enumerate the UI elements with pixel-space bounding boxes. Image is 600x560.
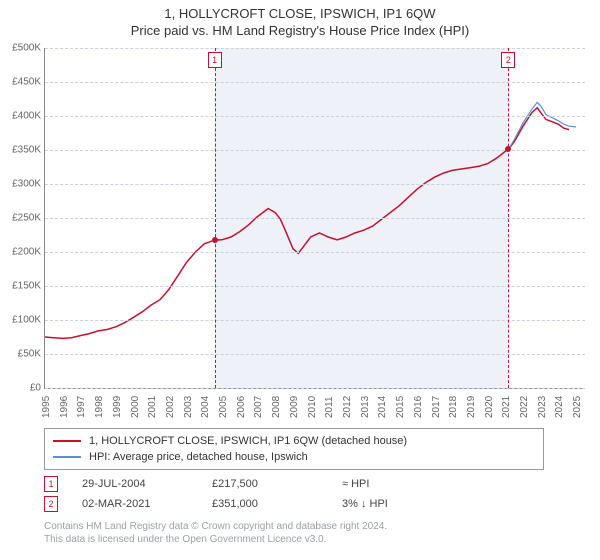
x-axis-label: 1997 [76,396,87,418]
legend-label: 1, HOLLYCROFT CLOSE, IPSWICH, IP1 6QW (d… [89,435,407,447]
legend-swatch [53,440,81,442]
x-axis-label: 2018 [448,396,459,418]
x-axis-label: 2012 [342,396,353,418]
footer-line-1: Contains HM Land Registry data © Crown c… [44,520,564,533]
x-axis-label: 2003 [183,396,194,418]
y-axis-label: £250K [12,213,45,224]
x-axis-label: 2007 [253,396,264,418]
gridline-h [45,286,585,287]
x-axis-label: 2000 [130,396,141,418]
x-axis-label: 1998 [94,396,105,418]
x-axis-label: 2015 [395,396,406,418]
legend-label: HPI: Average price, detached house, Ipsw… [89,451,308,463]
y-axis-label: £350K [12,145,45,156]
page-subtitle: Price paid vs. HM Land Registry's House … [0,21,600,38]
sale-marker-badge: 2 [501,52,515,68]
x-axis-label: 2021 [501,396,512,418]
gridline-h [45,388,585,389]
sale-marker-line [508,48,509,388]
x-axis-label: 2009 [289,396,300,418]
sale-marker-badge: 1 [208,52,222,68]
gridline-h [45,48,585,49]
x-axis-label: 2016 [413,396,424,418]
y-axis-label: £500K [12,43,45,54]
footer-line-2: This data is licensed under the Open Gov… [44,533,564,546]
y-axis-label: £450K [12,77,45,88]
x-axis-label: 2020 [484,396,495,418]
x-axis-label: 2025 [572,396,583,418]
x-axis-label: 2019 [466,396,477,418]
gridline-h [45,184,585,185]
x-axis-label: 2002 [165,396,176,418]
x-axis-label: 1999 [112,396,123,418]
gridline-h [45,82,585,83]
x-axis-label: 2023 [537,396,548,418]
sale-price: £351,000 [212,498,342,510]
sale-row: 2 02-MAR-2021£351,0003% ↓ HPI [44,494,564,514]
x-axis-label: 2013 [360,396,371,418]
x-axis-label: 2014 [377,396,388,418]
y-axis-label: £150K [12,281,45,292]
sale-row-badge: 1 [44,476,58,492]
y-axis-label: £0 [30,383,45,394]
sale-marker-dot [212,237,218,243]
gridline-h [45,320,585,321]
series-hpi [508,102,576,149]
x-axis-label: 1995 [41,396,52,418]
gridline-h [45,354,585,355]
x-axis-label: 1996 [59,396,70,418]
y-axis-label: £300K [12,179,45,190]
x-axis-label: 2006 [236,396,247,418]
x-axis-label: 2017 [431,396,442,418]
y-axis-label: £400K [12,111,45,122]
x-axis-label: 2004 [200,396,211,418]
y-axis-label: £50K [18,349,45,360]
y-axis-label: £100K [12,315,45,326]
x-axis-label: 2022 [519,396,530,418]
legend-row: HPI: Average price, detached house, Ipsw… [53,449,535,465]
x-axis-label: 2024 [554,396,565,418]
x-axis-label: 2001 [147,396,158,418]
gridline-h [45,252,585,253]
sale-delta: 3% ↓ HPI [342,498,472,510]
price-chart: £0£50K£100K£150K£200K£250K£300K£350K£400… [44,48,585,389]
series-property [45,108,569,339]
sale-row: 1 29-JUL-2004£217,500≈ HPI [44,474,564,494]
legend-box: 1, HOLLYCROFT CLOSE, IPSWICH, IP1 6QW (d… [44,428,544,470]
sale-price: £217,500 [212,478,342,490]
legend-swatch [53,456,81,458]
sales-table: 1 29-JUL-2004£217,500≈ HPI 2 02-MAR-2021£35… [44,474,564,514]
page-title: 1, HOLLYCROFT CLOSE, IPSWICH, IP1 6QW [0,0,600,21]
x-axis-label: 2010 [307,396,318,418]
gridline-h [45,150,585,151]
gridline-h [45,218,585,219]
gridline-h [45,116,585,117]
sale-delta: ≈ HPI [342,478,472,490]
x-axis-label: 2005 [218,396,229,418]
sale-row-badge: 2 [44,496,58,512]
x-axis-label: 2008 [271,396,282,418]
y-axis-label: £200K [12,247,45,258]
x-axis-label: 2011 [324,396,335,418]
sale-date: 29-JUL-2004 [82,478,212,490]
sale-date: 02-MAR-2021 [82,498,212,510]
footer-attribution: Contains HM Land Registry data © Crown c… [44,520,564,546]
legend-row: 1, HOLLYCROFT CLOSE, IPSWICH, IP1 6QW (d… [53,433,535,449]
sale-marker-line [215,48,216,388]
